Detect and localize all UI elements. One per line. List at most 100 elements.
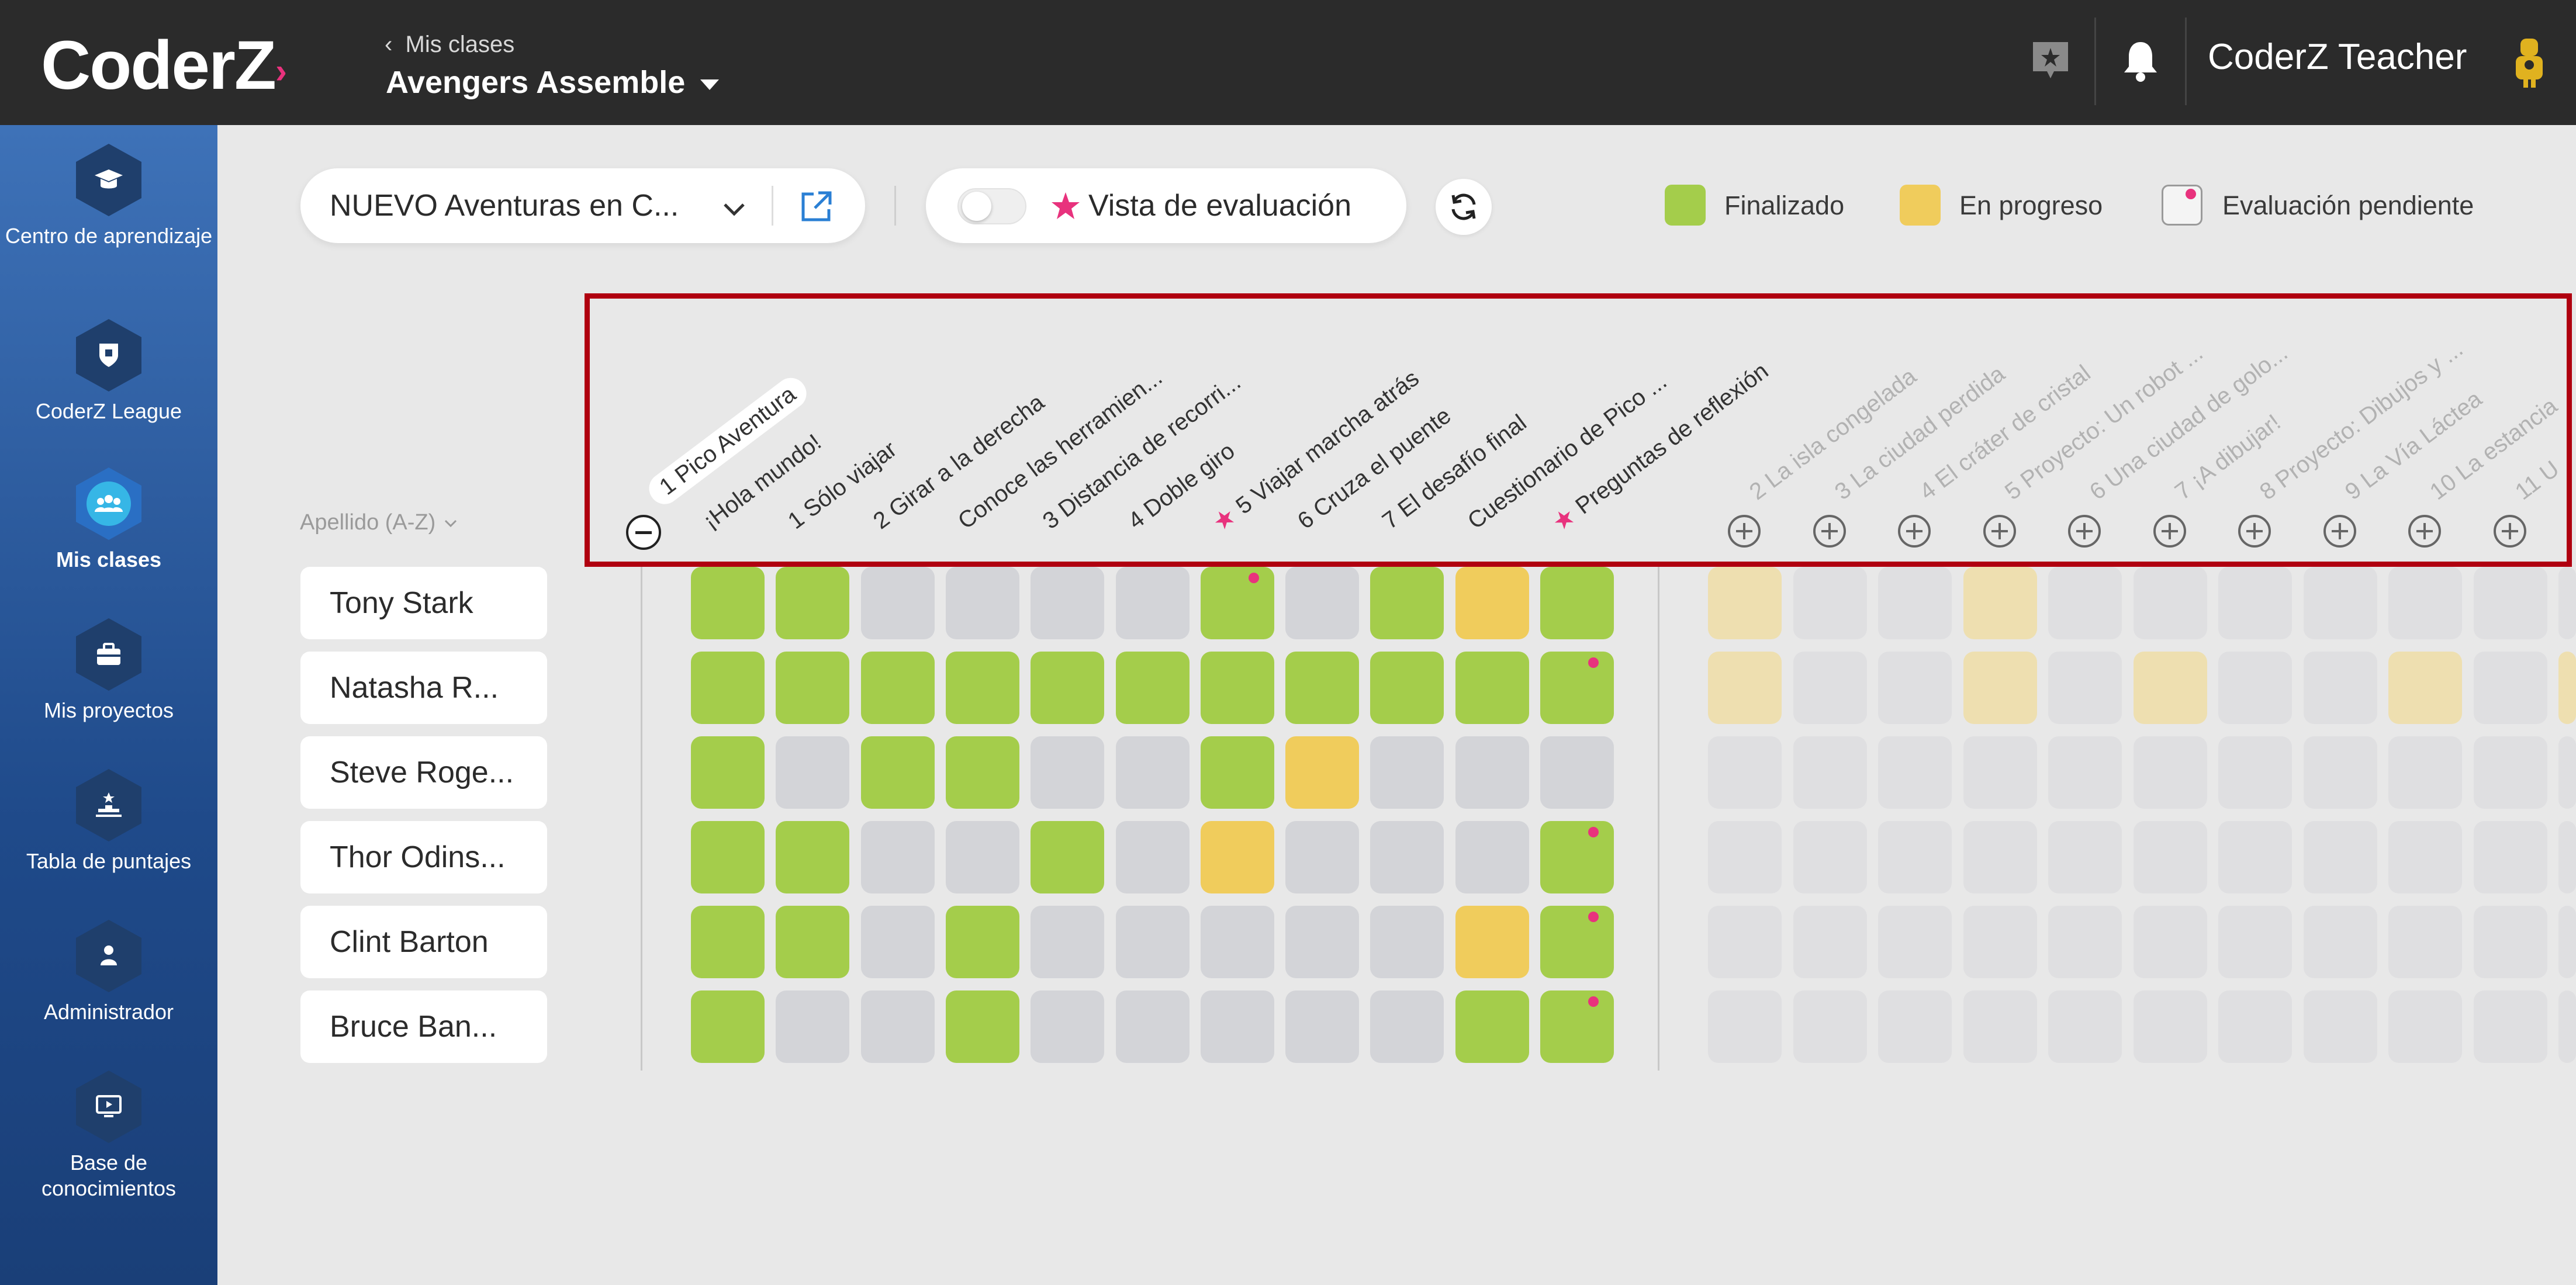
collapsed-chapter-cell[interactable] <box>2304 652 2377 724</box>
mission-cell[interactable] <box>1540 906 1614 978</box>
collapsed-chapter-cell[interactable] <box>2304 821 2377 893</box>
chevron-down-icon[interactable] <box>720 195 748 223</box>
mission-cell[interactable] <box>1370 736 1444 809</box>
mission-cell[interactable] <box>1031 736 1104 809</box>
mission-cell[interactable] <box>1370 652 1444 724</box>
toggle-switch[interactable] <box>957 188 1026 224</box>
collapsed-chapter-cell[interactable] <box>1708 906 1782 978</box>
mission-cell[interactable] <box>1370 906 1444 978</box>
collapsed-chapter-cell[interactable] <box>2558 652 2576 724</box>
expand-chapter-icon[interactable] <box>1813 515 1846 548</box>
collapsed-chapter-cell[interactable] <box>2304 567 2377 639</box>
mission-cell[interactable] <box>1116 652 1190 724</box>
mission-cell[interactable] <box>691 736 765 809</box>
collapsed-chapter-cell[interactable] <box>2134 567 2207 639</box>
collapsed-chapter-cell[interactable] <box>2218 906 2292 978</box>
student-name[interactable]: Steve Roge... <box>300 736 547 809</box>
collapsed-chapter-cell[interactable] <box>1963 736 2037 809</box>
expand-chapter-icon[interactable] <box>1983 515 2016 548</box>
breadcrumb-label[interactable]: Mis clases <box>405 32 515 57</box>
mission-cell[interactable] <box>1285 736 1359 809</box>
mission-cell[interactable] <box>1455 906 1529 978</box>
collapsed-chapter-cell[interactable] <box>1878 736 1952 809</box>
sidebar-item-leaderboard[interactable]: Tabla de puntajes <box>0 769 217 874</box>
chevron-down-icon[interactable] <box>700 79 720 90</box>
mission-cell[interactable] <box>1540 821 1614 893</box>
mission-cell[interactable] <box>776 736 849 809</box>
mission-cell[interactable] <box>1201 990 1274 1063</box>
mission-cell[interactable] <box>776 652 849 724</box>
mission-cell[interactable] <box>946 567 1019 639</box>
expand-chapter-icon[interactable] <box>2153 515 2186 548</box>
collapsed-chapter-cell[interactable] <box>2134 736 2207 809</box>
bell-icon[interactable] <box>2117 37 2164 84</box>
mission-cell[interactable] <box>691 821 765 893</box>
mission-cell[interactable] <box>691 652 765 724</box>
collapsed-chapter-cell[interactable] <box>2134 821 2207 893</box>
collapsed-chapter-cell[interactable] <box>2218 990 2292 1063</box>
collapsed-chapter-cell[interactable] <box>1878 652 1952 724</box>
collapsed-chapter-cell[interactable] <box>1878 990 1952 1063</box>
collapsed-chapter-cell[interactable] <box>2558 821 2576 893</box>
collapsed-chapter-cell[interactable] <box>2474 821 2547 893</box>
student-name[interactable]: Natasha R... <box>300 652 547 724</box>
student-name[interactable]: Bruce Ban... <box>300 990 547 1063</box>
evaluation-view-toggle[interactable]: Vista de evaluación <box>926 168 1406 243</box>
mission-cell[interactable] <box>861 821 935 893</box>
chevron-down-icon[interactable] <box>442 515 459 532</box>
mission-cell[interactable] <box>1285 990 1359 1063</box>
mission-cell[interactable] <box>1540 567 1614 639</box>
expand-chapter-icon[interactable] <box>2323 515 2356 548</box>
mission-cell[interactable] <box>946 821 1019 893</box>
student-name[interactable]: Clint Barton <box>300 906 547 978</box>
mission-cell[interactable] <box>1116 567 1190 639</box>
collapsed-chapter-cell[interactable] <box>2388 906 2462 978</box>
expand-chapter-icon[interactable] <box>2493 515 2526 548</box>
collapsed-chapter-cell[interactable] <box>1793 906 1867 978</box>
collapsed-chapter-cell[interactable] <box>2388 821 2462 893</box>
mission-cell[interactable] <box>1455 736 1529 809</box>
mission-cell[interactable] <box>1370 821 1444 893</box>
mission-cell[interactable] <box>1201 906 1274 978</box>
collapsed-chapter-cell[interactable] <box>2048 821 2122 893</box>
collapsed-chapter-cell[interactable] <box>1708 736 1782 809</box>
collapsed-chapter-cell[interactable] <box>2474 652 2547 724</box>
mission-cell[interactable] <box>776 990 849 1063</box>
collapsed-chapter-cell[interactable] <box>2218 821 2292 893</box>
collapsed-chapter-cell[interactable] <box>1708 567 1782 639</box>
collapsed-chapter-cell[interactable] <box>1708 821 1782 893</box>
collapsed-chapter-cell[interactable] <box>2048 906 2122 978</box>
mission-cell[interactable] <box>1201 736 1274 809</box>
course-select-value[interactable]: NUEVO Aventuras en C... <box>330 189 679 223</box>
external-link-icon[interactable] <box>798 188 835 224</box>
mission-cell[interactable] <box>776 906 849 978</box>
collapsed-chapter-cell[interactable] <box>2048 567 2122 639</box>
collapsed-chapter-cell[interactable] <box>2558 906 2576 978</box>
mission-cell[interactable] <box>1285 821 1359 893</box>
sidebar-item-knowledge-base[interactable]: Base de conocimientos <box>0 1071 217 1201</box>
coderz-logo[interactable]: CoderZ› <box>41 27 287 104</box>
user-name[interactable]: CoderZ Teacher <box>2208 37 2467 77</box>
mission-cell[interactable] <box>776 821 849 893</box>
collapsed-chapter-cell[interactable] <box>1963 567 2037 639</box>
collapsed-chapter-cell[interactable] <box>1793 567 1867 639</box>
collapsed-chapter-cell[interactable] <box>1708 990 1782 1063</box>
collapsed-chapter-cell[interactable] <box>2048 990 2122 1063</box>
course-select[interactable]: NUEVO Aventuras en C... <box>300 168 865 243</box>
mission-cell[interactable] <box>1455 990 1529 1063</box>
mission-cell[interactable] <box>861 652 935 724</box>
collapsed-chapter-cell[interactable] <box>2558 736 2576 809</box>
collapsed-chapter-cell[interactable] <box>2388 736 2462 809</box>
expand-chapter-icon[interactable] <box>2068 515 2101 548</box>
collapsed-chapter-cell[interactable] <box>1793 652 1867 724</box>
collapsed-chapter-cell[interactable] <box>2388 567 2462 639</box>
collapsed-chapter-cell[interactable] <box>2304 906 2377 978</box>
mission-cell[interactable] <box>1370 567 1444 639</box>
mission-cell[interactable] <box>1201 567 1274 639</box>
mission-cell[interactable] <box>1540 990 1614 1063</box>
collapsed-chapter-cell[interactable] <box>2048 736 2122 809</box>
collapsed-chapter-cell[interactable] <box>2474 736 2547 809</box>
student-name[interactable]: Thor Odins... <box>300 821 547 893</box>
collapsed-chapter-cell[interactable] <box>2304 736 2377 809</box>
sidebar-item-my-projects[interactable]: Mis proyectos <box>0 618 217 723</box>
